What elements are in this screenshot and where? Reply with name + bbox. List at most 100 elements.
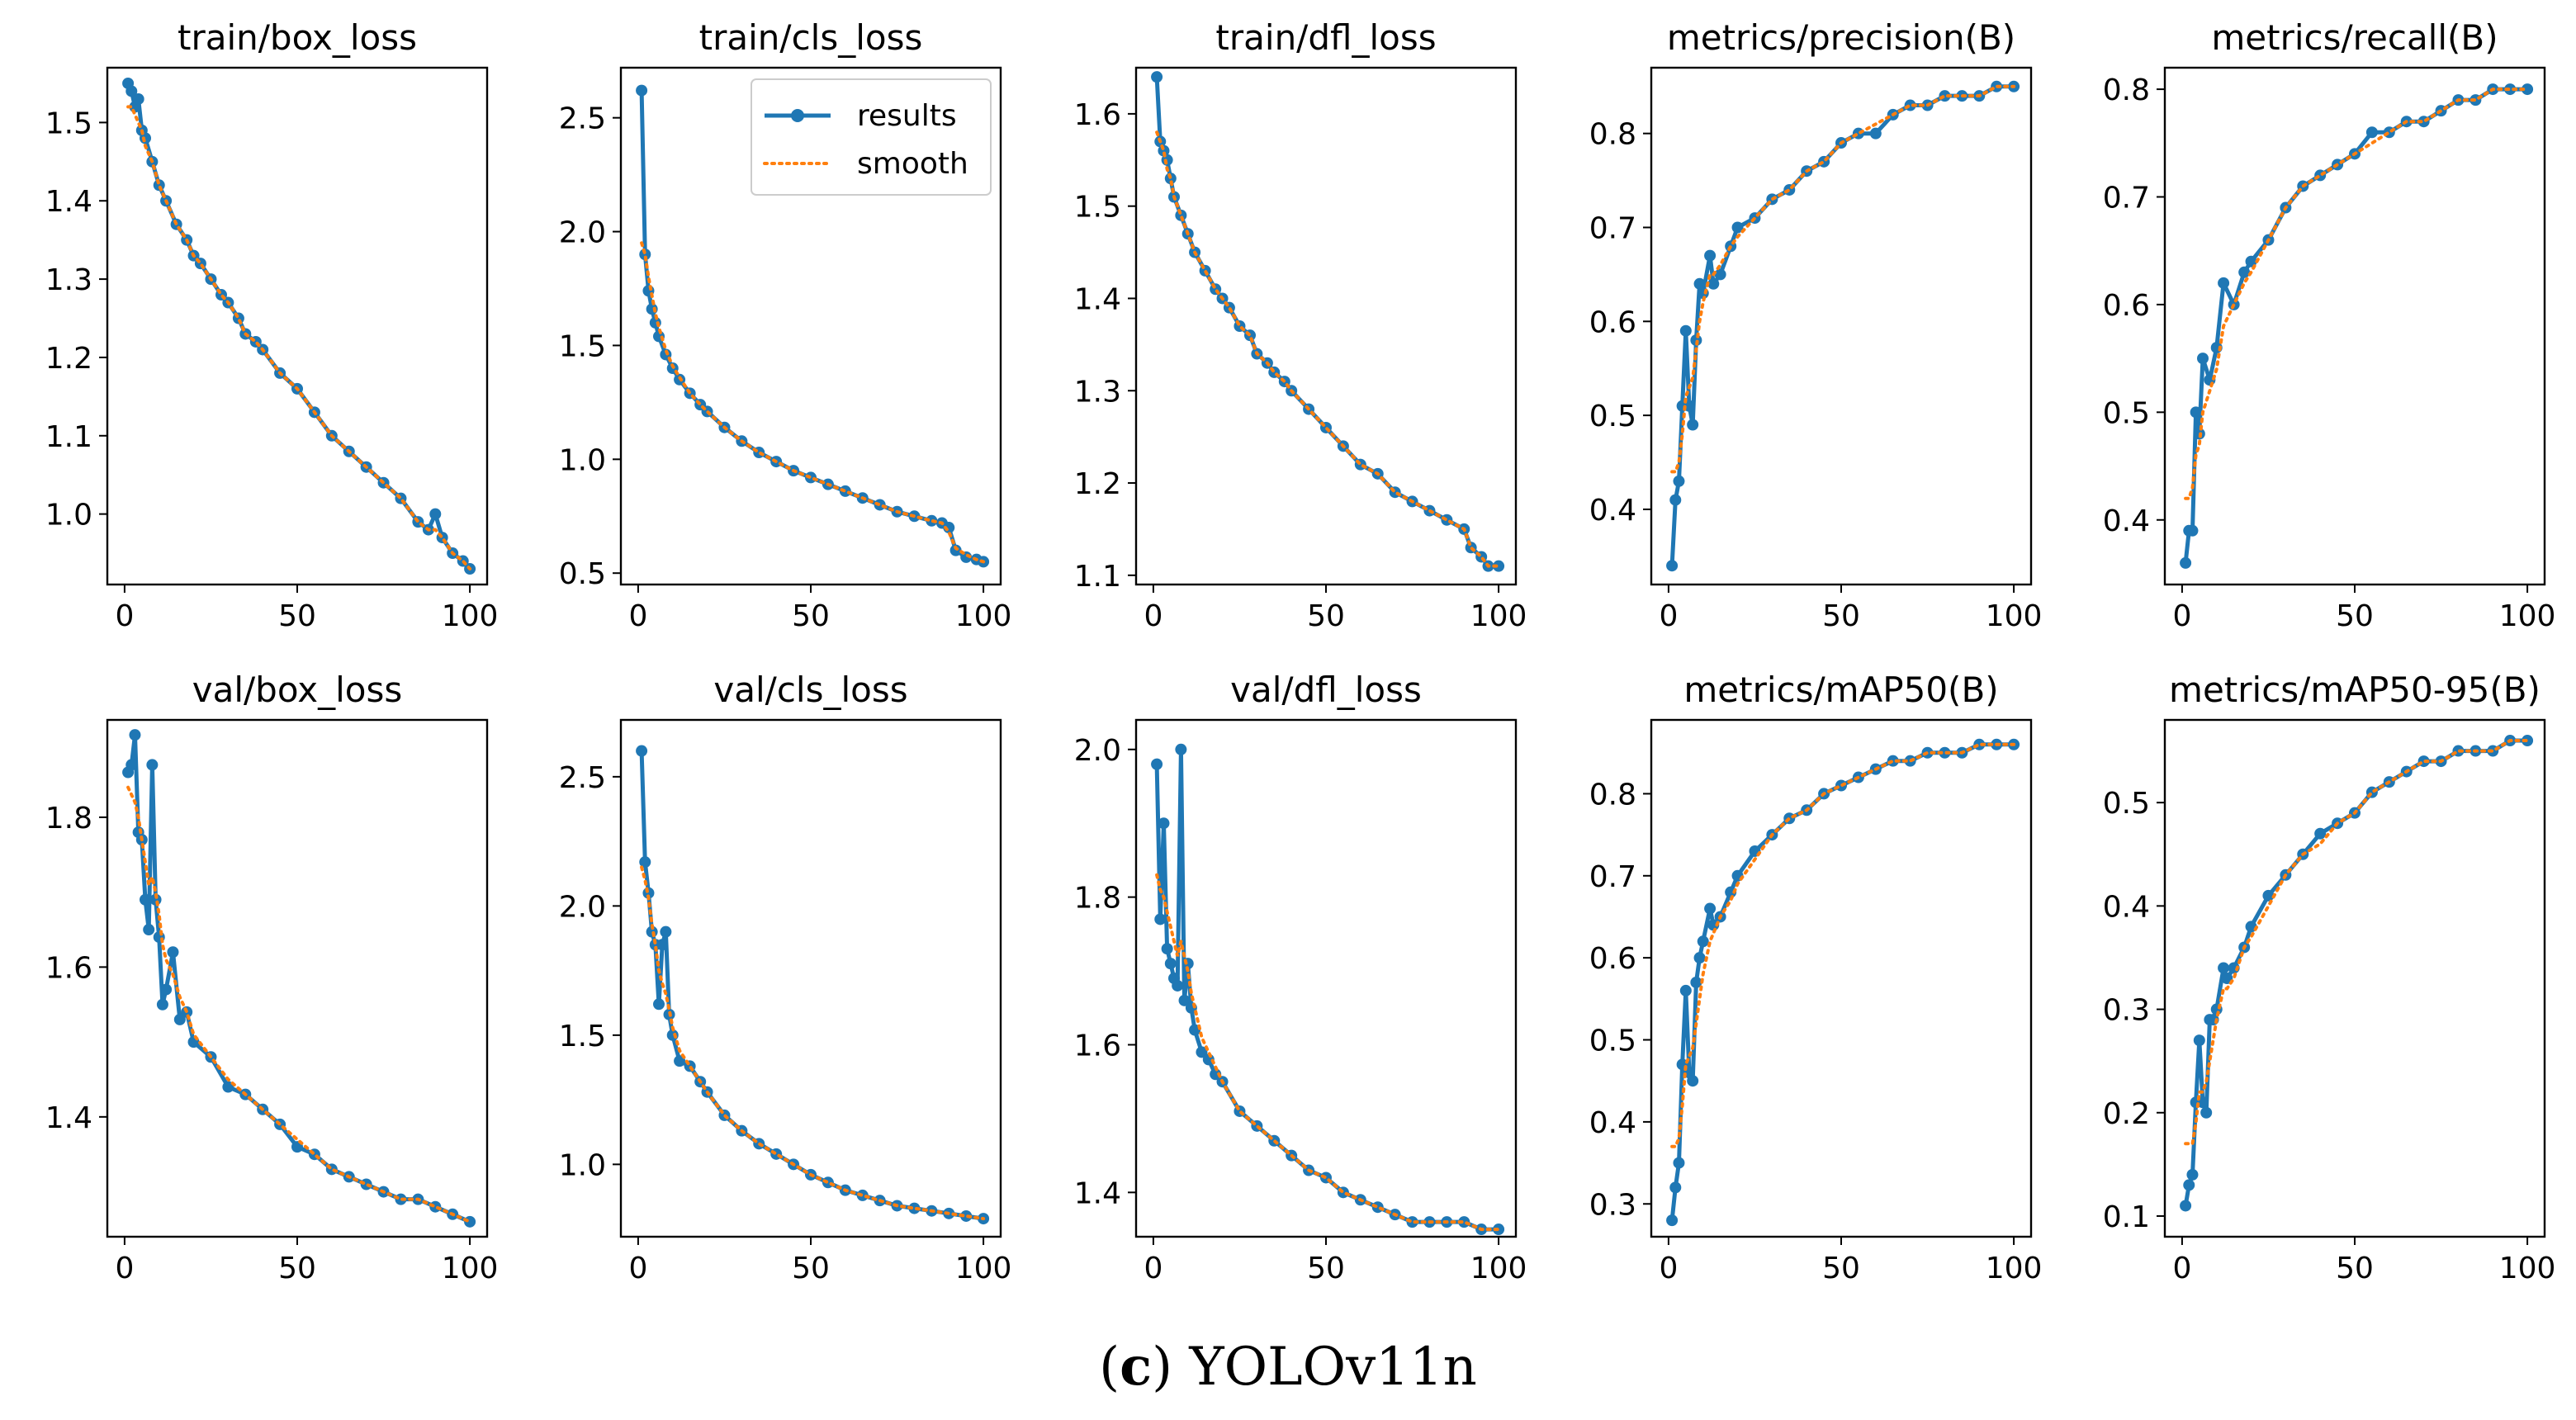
data-point-results xyxy=(1704,902,1717,915)
series-line-smooth xyxy=(2184,739,2530,1146)
y-tick-label: 1.0 xyxy=(559,443,606,477)
y-tick-label: 1.4 xyxy=(1074,282,1121,316)
y-tick-label: 0.5 xyxy=(2103,787,2150,821)
caption-text: YOLOv11n xyxy=(1172,1337,1477,1398)
data-point-results xyxy=(949,544,962,556)
data-point-results xyxy=(1669,1181,1682,1194)
data-point-results xyxy=(2238,266,2251,278)
y-tick-label: 1.5 xyxy=(559,1020,606,1053)
data-point-results xyxy=(2200,1106,2213,1119)
y-tick-label: 1.4 xyxy=(45,1101,92,1135)
y-tick-label: 1.8 xyxy=(1074,882,1121,916)
data-point-results xyxy=(2180,556,2192,569)
data-point-results xyxy=(2365,126,2378,139)
data-point-results xyxy=(960,1209,973,1222)
x-tick-label: 100 xyxy=(955,1252,1012,1285)
series-line-results xyxy=(1669,742,2015,1221)
y-tick-label: 0.4 xyxy=(1589,1106,1636,1140)
panel-metrics-precision-b: metrics/precision(B) 0 50 100 0.4 0.5 0.6 0.7 0.… xyxy=(1589,17,2043,633)
data-point-results xyxy=(636,745,648,757)
data-point-results xyxy=(1731,221,1744,234)
chart-legend: results smooth xyxy=(751,78,992,196)
data-point-results xyxy=(1210,1068,1222,1081)
x-tick-label: 100 xyxy=(1986,599,2043,633)
x-tick-label: 100 xyxy=(955,599,1012,633)
y-tick-label: 1.0 xyxy=(45,499,92,532)
series-line-smooth xyxy=(1155,130,1501,568)
panel-title-train-dfl-loss: train/dfl_loss xyxy=(1215,17,1436,58)
y-tick-label: 0.5 xyxy=(1589,1025,1636,1058)
data-point-results xyxy=(2218,962,2230,974)
x-tick-label: 100 xyxy=(2499,1252,2556,1285)
x-tick-label: 0 xyxy=(2172,599,2191,633)
panel-metrics-recall-b: metrics/recall(B) 0 50 100 0.4 0.5 0.6 0.7 0.8 xyxy=(2103,17,2556,633)
x-tick-label: 0 xyxy=(115,1252,134,1285)
data-point-results xyxy=(639,248,651,261)
x-tick-label: 50 xyxy=(278,1252,316,1285)
data-point-results xyxy=(1154,913,1167,925)
y-tick-label: 0.5 xyxy=(1589,400,1636,433)
data-point-results xyxy=(653,998,665,1011)
data-point-results xyxy=(639,856,651,869)
x-tick-label: 50 xyxy=(1822,1252,1860,1285)
series-line-smooth xyxy=(1670,742,2016,1148)
x-tick-label: 100 xyxy=(1470,1252,1527,1285)
y-tick-label: 2.0 xyxy=(559,216,606,250)
x-tick-label: 50 xyxy=(2336,599,2374,633)
series-line-smooth xyxy=(126,105,472,570)
y-tick-label: 0.3 xyxy=(1589,1188,1636,1222)
panel-title-metrics-precision-b: metrics/precision(B) xyxy=(1667,17,2015,58)
data-point-results xyxy=(1687,419,1699,431)
data-point-results xyxy=(429,508,442,520)
y-tick-label: 1.6 xyxy=(45,951,92,985)
x-tick-label: 50 xyxy=(278,599,316,633)
legend-results-marker xyxy=(791,109,804,122)
y-tick-label: 2.0 xyxy=(1074,734,1121,768)
y-tick-label: 0.4 xyxy=(2103,504,2150,538)
y-tick-label: 1.5 xyxy=(45,106,92,140)
panel-title-val-box-loss: val/box_loss xyxy=(192,670,402,710)
y-tick-label: 0.1 xyxy=(2103,1200,2150,1234)
y-tick-label: 1.6 xyxy=(1074,98,1121,132)
y-tick-label: 0.2 xyxy=(2103,1097,2150,1131)
series-line-smooth xyxy=(640,241,986,564)
series-line-results xyxy=(1154,77,1499,569)
panel-metrics-map50-b: metrics/mAP50(B) 0 50 100 0.3 0.4 0.5 0.6 0.7 0.8 xyxy=(1589,670,2043,1285)
data-point-results xyxy=(1151,71,1163,83)
plot-frame xyxy=(2163,66,2546,586)
plot-frame xyxy=(106,718,489,1238)
caption-letter: c xyxy=(1120,1336,1153,1398)
panel-train-cls-loss: train/cls_loss 0 50 100 0.5 1.0 1.5 2.0 2.5 resul… xyxy=(559,17,1012,633)
data-point-results xyxy=(674,1055,686,1067)
data-point-results xyxy=(1666,560,1679,572)
data-point-results xyxy=(140,893,151,906)
data-point-results xyxy=(132,92,144,105)
x-tick-label: 100 xyxy=(2499,599,2556,633)
data-point-results xyxy=(1679,324,1692,337)
y-tick-label: 0.7 xyxy=(1589,211,1636,245)
panel-title-metrics-map50-95-b: metrics/mAP50-95(B) xyxy=(2169,670,2540,710)
data-point-results xyxy=(2186,524,2199,537)
y-tick-label: 1.5 xyxy=(1074,191,1121,225)
caption-open: ( xyxy=(1099,1337,1120,1398)
x-tick-label: 50 xyxy=(792,599,830,633)
x-tick-label: 50 xyxy=(1307,1252,1345,1285)
y-tick-label: 1.1 xyxy=(45,420,92,454)
x-tick-label: 0 xyxy=(1144,1252,1163,1285)
data-point-results xyxy=(129,729,141,741)
x-tick-label: 0 xyxy=(628,599,647,633)
series-line-smooth xyxy=(1155,873,1501,1232)
series-line-results xyxy=(2183,87,2528,564)
panel-train-box-loss: train/box_loss 0 50 100 1.0 1.1 1.2 1.3 1.4 1.5 xyxy=(45,17,499,633)
y-tick-label: 1.1 xyxy=(1074,560,1121,594)
y-tick-label: 1.0 xyxy=(559,1148,606,1182)
data-point-results xyxy=(1196,1046,1208,1058)
plot-frame xyxy=(106,66,489,586)
data-point-results xyxy=(1693,952,1706,964)
y-tick-label: 0.5 xyxy=(2103,396,2150,430)
plot-frame xyxy=(1134,66,1518,586)
series-line-results xyxy=(639,750,984,1221)
y-tick-label: 0.7 xyxy=(2103,182,2150,215)
x-tick-label: 50 xyxy=(1822,599,1860,633)
data-point-results xyxy=(2190,406,2202,419)
